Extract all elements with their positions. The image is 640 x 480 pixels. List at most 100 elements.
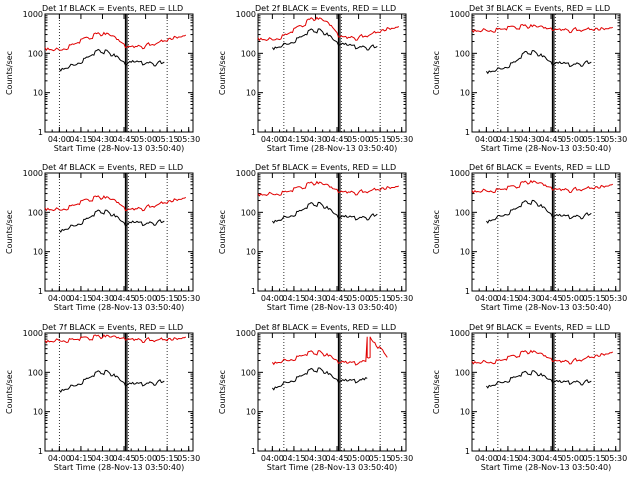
y-tick-label: 10 <box>460 248 470 257</box>
lld-series-line <box>257 180 400 197</box>
chart-title: Det 5f BLACK = Events, RED = LLD <box>255 163 396 172</box>
lld-series-line <box>44 195 187 212</box>
x-tick-label: 04:30 <box>518 294 541 303</box>
x-tick-label: 05:30 <box>390 454 413 463</box>
x-tick-label: 04:45 <box>539 454 562 463</box>
x-axis-label: Start Time (28-Nov-13 03:50:40) <box>54 303 184 312</box>
y-tick-label: 1 <box>38 447 43 456</box>
x-tick-label: 05:00 <box>134 294 157 303</box>
x-tick-label: 05:00 <box>134 135 157 144</box>
y-tick-label: 1 <box>38 287 43 296</box>
x-tick-label: 05:30 <box>604 135 627 144</box>
y-tick-label: 100 <box>28 368 43 377</box>
x-tick-label: 05:15 <box>369 294 392 303</box>
y-tick-label: 1000 <box>450 329 470 338</box>
x-tick-label: 04:15 <box>496 294 519 303</box>
y-tick-label: 10 <box>246 408 256 417</box>
x-tick-label: 05:30 <box>390 135 413 144</box>
y-tick-label: 1000 <box>23 10 43 19</box>
y-tick-label: 1 <box>465 128 470 137</box>
chart-panel: Det 2f BLACK = Events, RED = LLD Counts/s… <box>218 4 413 153</box>
x-tick-label: 05:15 <box>583 135 606 144</box>
plot-frame <box>44 332 194 452</box>
lld-series-line <box>471 23 613 34</box>
x-tick-label: 05:00 <box>347 294 370 303</box>
lld-series-line <box>44 334 187 344</box>
events-series-line <box>271 28 378 51</box>
chart-title: Det 3f BLACK = Events, RED = LLD <box>469 4 610 13</box>
y-axis-label: Counts/sec <box>218 51 227 95</box>
events-series-line <box>485 50 592 75</box>
chart-panel: Det 9f BLACK = Events, RED = LLD Counts/s… <box>432 323 627 472</box>
x-tick-label: 04:30 <box>304 294 327 303</box>
y-tick-label: 1000 <box>23 169 43 178</box>
y-tick-label: 1000 <box>23 329 43 338</box>
x-tick-label: 04:15 <box>496 454 519 463</box>
chart-panel: Det 3f BLACK = Events, RED = LLD Counts/s… <box>432 4 627 153</box>
y-tick-label: 100 <box>28 208 43 217</box>
y-tick-label: 10 <box>33 248 43 257</box>
x-tick-label: 04:45 <box>112 454 135 463</box>
x-tick-label: 05:30 <box>604 454 627 463</box>
x-tick-label: 05:00 <box>134 454 157 463</box>
x-tick-label: 04:30 <box>304 454 327 463</box>
plot-frame <box>471 332 621 452</box>
y-tick-label: 1000 <box>236 329 256 338</box>
y-axis-label: Counts/sec <box>218 370 227 414</box>
x-tick-label: 05:00 <box>347 454 370 463</box>
y-tick-label: 10 <box>33 89 43 98</box>
chart-panel: Det 4f BLACK = Events, RED = LLD Counts/s… <box>5 163 200 312</box>
x-tick-label: 05:15 <box>156 135 179 144</box>
chart-panel: Det 8f BLACK = Events, RED = LLD Counts/s… <box>218 323 413 472</box>
x-axis-label: Start Time (28-Nov-13 03:50:40) <box>54 463 184 472</box>
x-tick-label: 04:45 <box>325 294 348 303</box>
events-series-line <box>59 369 165 393</box>
chart-panel: Det 1f BLACK = Events, RED = LLD Counts/s… <box>5 4 200 153</box>
plot-frame <box>44 172 194 292</box>
y-tick-label: 10 <box>33 408 43 417</box>
y-tick-label: 1 <box>251 287 256 296</box>
x-tick-label: 05:30 <box>177 294 200 303</box>
x-tick-label: 04:30 <box>91 294 114 303</box>
x-tick-label: 04:45 <box>325 454 348 463</box>
x-tick-label: 04:15 <box>69 454 92 463</box>
y-axis-label: Counts/sec <box>432 51 441 95</box>
x-tick-label: 05:30 <box>177 135 200 144</box>
x-tick-label: 04:45 <box>325 135 348 144</box>
x-tick-label: 04:45 <box>539 135 562 144</box>
chart-title: Det 6f BLACK = Events, RED = LLD <box>469 163 610 172</box>
plot-frame <box>471 13 621 133</box>
plot-frame <box>44 13 194 133</box>
y-axis-label: Counts/sec <box>5 370 14 414</box>
events-series-line <box>486 370 592 389</box>
events-series-line <box>59 48 165 72</box>
y-axis-label: Counts/sec <box>5 210 14 254</box>
x-tick-label: 04:15 <box>282 135 305 144</box>
y-tick-label: 10 <box>246 248 256 257</box>
x-tick-label: 04:45 <box>112 294 135 303</box>
x-tick-label: 04:00 <box>475 294 498 303</box>
x-tick-label: 04:00 <box>475 454 498 463</box>
events-series-line <box>59 209 165 233</box>
x-tick-label: 05:00 <box>561 294 584 303</box>
x-tick-label: 05:15 <box>369 135 392 144</box>
x-tick-label: 04:00 <box>475 135 498 144</box>
y-tick-label: 1 <box>465 447 470 456</box>
events-series-line <box>272 367 368 391</box>
y-tick-label: 100 <box>455 49 470 58</box>
y-axis-label: Counts/sec <box>432 370 441 414</box>
y-tick-label: 10 <box>246 89 256 98</box>
chart-panel: Det 5f BLACK = Events, RED = LLD Counts/s… <box>218 163 413 312</box>
x-axis-label: Start Time (28-Nov-13 03:50:40) <box>481 144 611 153</box>
events-series-line <box>272 201 378 224</box>
lld-series-line <box>471 349 614 365</box>
x-tick-label: 04:00 <box>48 135 71 144</box>
x-tick-label: 04:00 <box>261 294 284 303</box>
x-axis-label: Start Time (28-Nov-13 03:50:40) <box>267 303 397 312</box>
chart-title: Det 4f BLACK = Events, RED = LLD <box>42 163 183 172</box>
chart-title: Det 2f BLACK = Events, RED = LLD <box>255 4 396 13</box>
chart-title: Det 8f BLACK = Events, RED = LLD <box>255 323 396 332</box>
x-tick-label: 04:15 <box>282 294 305 303</box>
x-tick-label: 04:45 <box>112 135 135 144</box>
